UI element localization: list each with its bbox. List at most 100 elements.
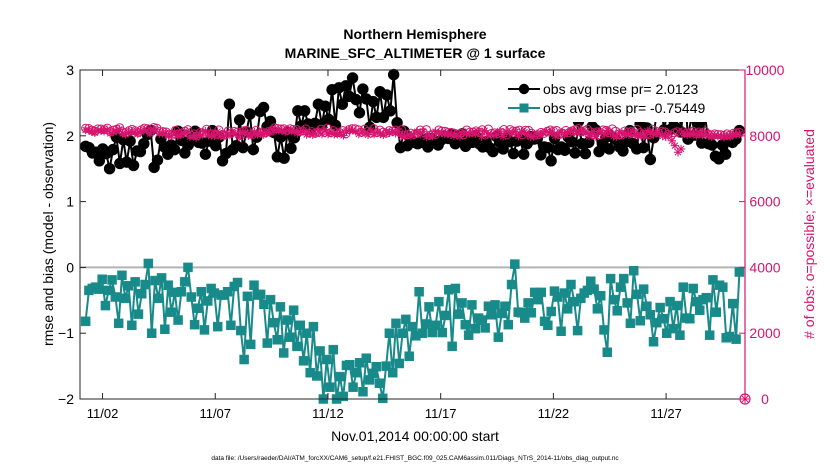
evaluated-point [357, 126, 367, 135]
evaluated-point [152, 125, 161, 134]
evaluated-point [102, 125, 112, 134]
y-left-tick-label: 1 [66, 194, 74, 210]
bias-point [457, 298, 467, 308]
evaluated-point [124, 128, 133, 137]
bias-point [186, 292, 197, 302]
evaluated-point [262, 129, 271, 138]
bias-point [265, 294, 276, 305]
bias-point [645, 310, 655, 320]
evaluated-point [523, 130, 532, 140]
legend-rmse-marker [518, 83, 530, 95]
rmse-point [103, 163, 116, 175]
rmse-point [579, 147, 592, 160]
evaluated-point [265, 128, 274, 137]
bias-point [397, 328, 408, 338]
bias-point [546, 306, 556, 317]
y-right-tick-label: 8000 [749, 128, 780, 144]
bias-point [635, 315, 646, 326]
y-left-tick-label: −2 [58, 391, 74, 407]
evaluated-point [581, 129, 591, 138]
bias-point [328, 344, 339, 355]
evaluated-point [326, 128, 336, 137]
evaluated-point [735, 129, 744, 139]
rmse-point [367, 95, 379, 108]
bias-point [450, 283, 461, 294]
evaluated-point [652, 128, 661, 138]
x-tick-label: 11/12 [312, 406, 344, 421]
evaluated-point [692, 131, 701, 140]
bias-point [166, 307, 177, 317]
evaluated-point [446, 130, 456, 139]
bias-point [470, 323, 480, 334]
rmse-point [278, 152, 290, 164]
bias-point [401, 314, 411, 325]
bias-point [302, 328, 312, 338]
evaluated-point [385, 128, 394, 138]
evaluated-point [394, 127, 403, 136]
rmse-point [127, 159, 140, 172]
bias-point [239, 354, 249, 365]
bias-point [335, 371, 345, 382]
y-right-tick-label: 2000 [749, 325, 780, 341]
evaluated-point [299, 126, 308, 135]
rmse-point [340, 80, 352, 92]
bias-point [404, 351, 414, 361]
evaluated-point [437, 128, 446, 138]
bias-point [282, 315, 292, 325]
rmse-point [199, 148, 212, 160]
evaluated-point [130, 128, 139, 137]
bias-point [94, 284, 104, 294]
evaluated-point [707, 132, 716, 141]
evaluated-point [228, 128, 238, 138]
rmse-point [257, 101, 270, 114]
evaluated-point [624, 130, 634, 140]
bias-point [262, 338, 272, 348]
bias-point [500, 301, 510, 311]
bias-point [160, 324, 170, 335]
bias-point [694, 305, 705, 315]
evaluated-point [575, 128, 584, 137]
evaluated-point [280, 127, 290, 137]
rmse-point [237, 141, 249, 154]
y-right-tick-label: 4000 [749, 259, 780, 275]
bias-point [671, 300, 682, 311]
evaluated-point [415, 129, 425, 139]
bias-point [315, 346, 325, 356]
bias-point [245, 339, 256, 350]
evaluated-point [354, 129, 363, 139]
bias-point [236, 325, 246, 336]
evaluated-point [422, 132, 431, 142]
evaluated-point [566, 127, 575, 136]
evaluated-point [87, 127, 96, 136]
bias-point [493, 332, 504, 342]
bias-point [242, 291, 253, 302]
rmse-point [285, 142, 297, 155]
y-right-tick-label: 6000 [749, 194, 780, 210]
bias-point [321, 354, 332, 365]
bias-point [490, 300, 500, 310]
evaluated-point [597, 127, 606, 137]
bias-point [325, 382, 335, 392]
bias-point [199, 325, 210, 335]
bias-point [146, 328, 157, 338]
bias-point [113, 318, 124, 329]
rmse-point [559, 144, 571, 156]
evaluated-point [366, 126, 376, 135]
evaluated-point [167, 131, 176, 141]
bias-point [589, 284, 599, 294]
y-right-tick-label: 10000 [746, 62, 785, 78]
bias-point [711, 307, 722, 317]
evaluated-point [268, 125, 278, 134]
y-axis-right-label: # of obs: o=possible; ×=evaluated [801, 129, 817, 339]
bias-point [632, 289, 642, 300]
bias-point [642, 301, 652, 311]
evaluated-point [96, 126, 106, 135]
evaluated-point [320, 125, 330, 134]
evaluated-point [667, 136, 677, 145]
bias-point [137, 288, 147, 299]
bias-point [153, 293, 164, 304]
evaluated-point [643, 126, 652, 136]
rmse-point [541, 141, 554, 154]
evaluated-point [474, 127, 483, 136]
